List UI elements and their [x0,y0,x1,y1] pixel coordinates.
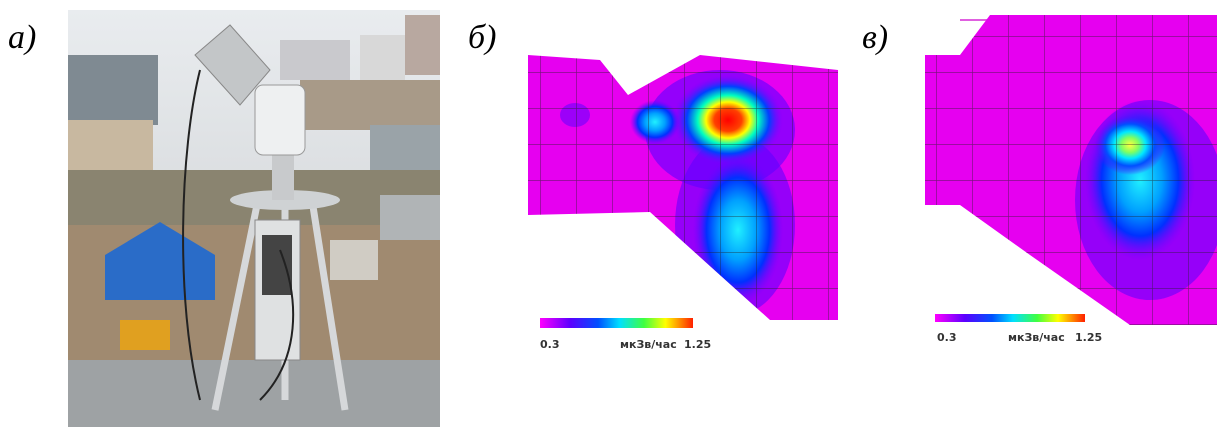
panel-label: в) [862,19,888,56]
colorbar-max: 1.25 [1075,331,1102,344]
colorbar-unit: мкЗв/час [1008,331,1065,344]
colorbar-min: 0.3 [937,331,957,344]
dose-map [520,40,850,330]
figure: а) б) 0. [0,0,1217,427]
panel-label: а) [8,19,36,56]
colorbar-min: 0.3 [540,338,560,351]
colorbar-max: 1.25 [684,338,711,351]
colorbar-unit: мкЗв/час [620,338,677,351]
colorbar [540,318,693,328]
photo [68,10,440,427]
panel-label: б) [468,19,496,56]
colorbar [935,314,1085,322]
dose-map [920,10,1217,330]
